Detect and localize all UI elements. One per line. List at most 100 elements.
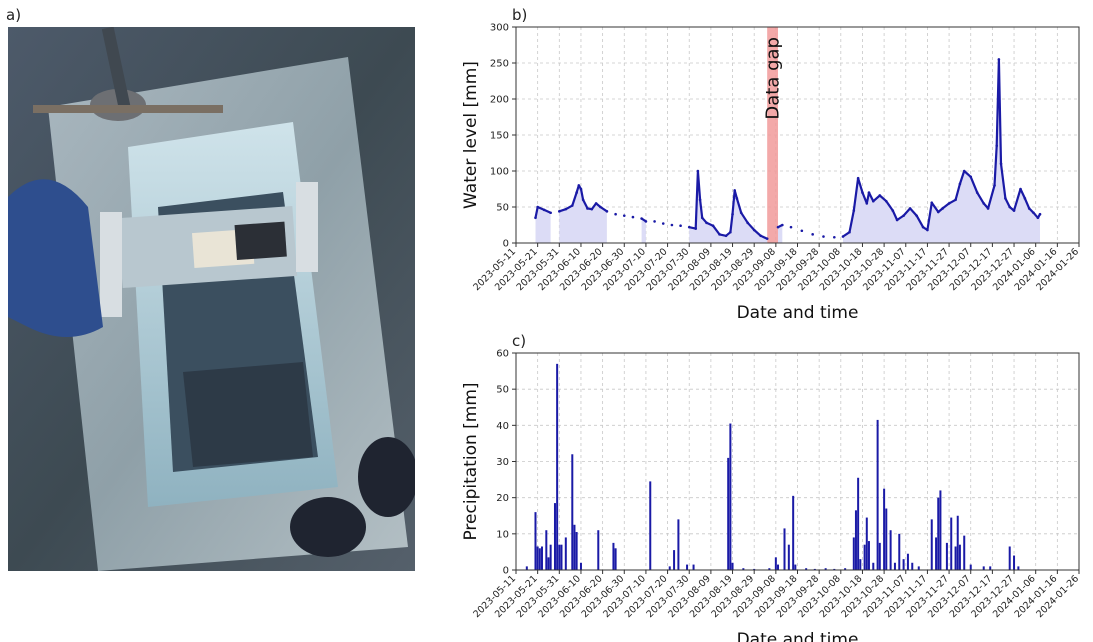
- water-level-point: [969, 175, 973, 179]
- water-level-point: [908, 207, 912, 210]
- water-level-point: [936, 210, 940, 214]
- water-level-point: [687, 225, 691, 229]
- plot-frame: [515, 352, 1080, 571]
- precipitation-chart: 2023-05-112023-05-212023-05-312023-06-10…: [461, 349, 1081, 642]
- water-level-line: [688, 169, 768, 240]
- precipitation-bar: [963, 535, 966, 570]
- precipitation-bar: [865, 517, 868, 570]
- precipitation-bar: [898, 533, 901, 570]
- precipitation-bar: [863, 544, 866, 570]
- y-tick-label: 100: [490, 167, 509, 178]
- water-level-point: [640, 217, 643, 220]
- precipitation-bar: [686, 564, 689, 570]
- precipitation-bar: [668, 566, 671, 570]
- water-level-point: [733, 189, 737, 192]
- water-level-area: [641, 218, 646, 243]
- water-level-point: [921, 225, 925, 229]
- water-level-area: [843, 59, 1040, 244]
- precipitation-bar: [573, 524, 576, 570]
- water-level-point: [670, 223, 674, 227]
- water-level-area: [535, 207, 551, 243]
- water-level-point: [698, 198, 702, 202]
- water-level-point: [590, 207, 594, 211]
- precipitation-bar: [956, 515, 959, 570]
- precipitation-bar: [982, 566, 985, 570]
- precipitation-bar: [558, 544, 561, 570]
- y-tick-label: 250: [490, 59, 509, 70]
- water-level-point: [841, 235, 845, 238]
- water-level-point: [534, 216, 537, 220]
- precipitation-bar: [935, 537, 938, 570]
- water-level-point: [995, 144, 999, 148]
- water-level-point: [848, 230, 851, 234]
- water-level-point: [718, 233, 721, 236]
- water-level-point: [731, 212, 734, 216]
- water-level-point: [852, 209, 856, 212]
- y-tick-label: 200: [490, 95, 509, 106]
- water-level-point: [1004, 197, 1007, 200]
- water-level-point: [564, 207, 568, 211]
- precipitation-bar: [575, 532, 578, 570]
- precipitation-bar: [692, 564, 695, 570]
- water-level-point: [986, 207, 990, 210]
- precipitation-bar: [787, 544, 790, 570]
- precipitation-bar: [945, 542, 948, 570]
- precipitation-bar: [911, 562, 914, 570]
- water-level-point: [571, 204, 574, 207]
- precipitation-bar: [813, 568, 816, 570]
- precipitation-bar: [549, 544, 552, 570]
- water-level-point: [958, 182, 962, 186]
- water-level-point: [700, 216, 704, 220]
- precipitation-bar: [867, 541, 870, 570]
- panel-label-c: c): [512, 332, 527, 350]
- field-photo-illustration: [8, 27, 415, 571]
- precipitation-bar: [805, 568, 808, 570]
- water-level-point: [1012, 209, 1016, 212]
- data-gap-label: Data gap: [763, 37, 784, 120]
- precipitation-bar: [893, 562, 896, 570]
- precipitation-bar: [950, 517, 953, 570]
- precipitation-bar: [954, 546, 957, 570]
- y-tick-label: 20: [496, 493, 509, 504]
- y-tick-label: 30: [496, 457, 509, 468]
- precipitation-bar: [556, 363, 559, 570]
- water-level-point: [871, 199, 875, 203]
- precipitation-bar: [937, 497, 940, 570]
- water-level-point: [999, 162, 1003, 166]
- water-level-point: [752, 228, 756, 232]
- water-level-point: [781, 223, 784, 227]
- panel-label-b: b): [512, 6, 528, 24]
- water-level-point: [644, 220, 648, 223]
- water-level-point: [891, 209, 895, 212]
- precipitation-bar: [777, 564, 780, 570]
- precipitation-bar: [727, 457, 730, 570]
- water-level-point: [549, 211, 552, 215]
- precipitation-bar: [768, 568, 771, 570]
- water-level-point: [679, 224, 682, 228]
- water-level-point: [865, 202, 869, 205]
- precipitation-bar: [794, 564, 797, 570]
- precipitation-bar: [859, 559, 862, 570]
- water-level-point: [1032, 211, 1035, 215]
- precipitation-bar: [536, 546, 539, 570]
- precipitation-bar: [540, 546, 543, 570]
- precipitation-bar: [614, 548, 617, 570]
- water-level-point: [1027, 207, 1031, 210]
- precipitation-bar: [917, 566, 920, 570]
- precipitation-bar: [553, 503, 556, 570]
- x-axis-label: Date and time: [737, 303, 859, 320]
- precipitation-bar: [1017, 566, 1020, 570]
- precipitation-bar: [930, 519, 933, 570]
- water-level-point: [577, 184, 581, 187]
- water-level-point: [884, 199, 888, 203]
- precipitation-bar: [854, 510, 857, 570]
- precipitation-bar: [525, 566, 528, 570]
- precipitation-bar: [731, 562, 734, 570]
- water-level-point: [915, 214, 918, 217]
- precipitation-bar: [902, 559, 905, 570]
- precipitation-bar: [969, 564, 972, 570]
- water-level-point: [1038, 212, 1042, 216]
- water-level-point: [605, 210, 609, 213]
- x-axis-label: Date and time: [737, 630, 859, 642]
- y-tick-label: 50: [496, 385, 509, 396]
